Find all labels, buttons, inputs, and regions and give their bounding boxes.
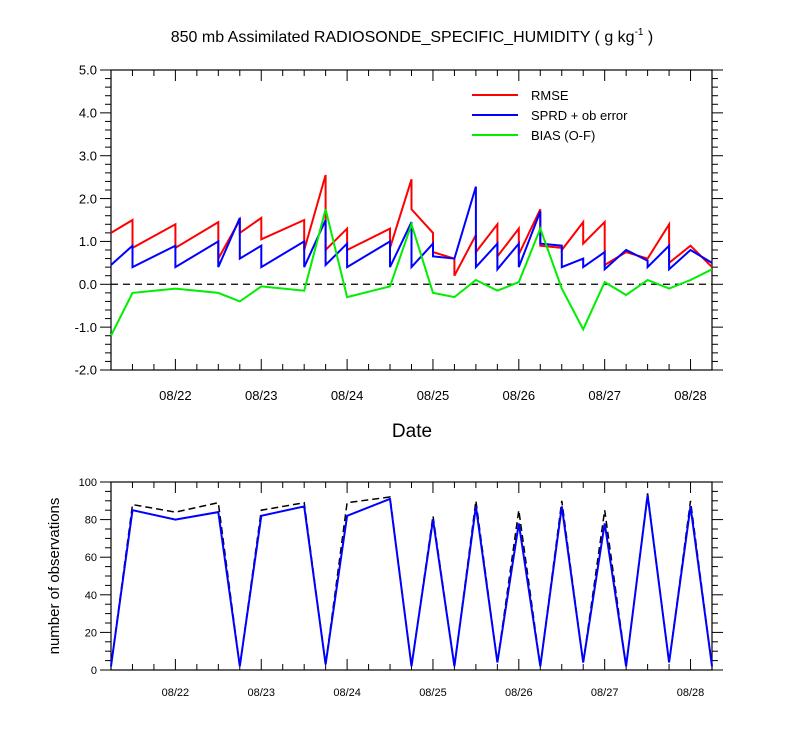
x-tick-label: 08/22: [162, 687, 190, 699]
y-tick-label: 5.0: [79, 63, 97, 78]
x-tick-label: 08/25: [419, 687, 447, 699]
y-tick-label: 20: [85, 627, 97, 639]
x-tick-label: 08/23: [245, 388, 278, 403]
bottom-y-tick-labels: 0 20 40 60 80 100: [79, 477, 97, 677]
top-chart-title: 850 mb Assimilated RADIOSONDE_SPECIFIC_H…: [171, 27, 654, 46]
series-line-bias-o-f: [110, 209, 713, 337]
x-tick-label: 08/22: [159, 388, 192, 403]
y-tick-label: -2.0: [75, 363, 97, 378]
x-tick-label: 08/24: [331, 388, 364, 403]
y-tick-label: 2.0: [79, 191, 97, 206]
legend-label-bias-o-f: BIAS (O-F): [531, 128, 595, 143]
x-tick-label: 08/23: [247, 687, 275, 699]
bottom-ticks: [100, 481, 723, 671]
bottom-series: [110, 493, 713, 667]
top-chart: 850 mb Assimilated RADIOSONDE_SPECIFIC_H…: [75, 27, 723, 442]
x-tick-label: 08/25: [417, 388, 450, 403]
top-ticks: [100, 69, 723, 371]
x-tick-label: 08/27: [591, 687, 619, 699]
bottom-y-axis-label: number of observations: [46, 498, 63, 655]
x-tick-label: 08/28: [674, 388, 707, 403]
y-tick-label: 60: [85, 552, 97, 564]
y-tick-label: 4.0: [79, 106, 97, 121]
x-tick-label: 08/26: [505, 687, 533, 699]
y-tick-label: 100: [79, 477, 97, 489]
x-tick-label: 08/27: [588, 388, 621, 403]
top-x-axis-label: Date: [392, 421, 432, 442]
y-tick-label: 1.0: [79, 234, 97, 249]
legend-label-sprd-ob-error: SPRD + ob error: [531, 108, 628, 123]
top-y-tick-labels: -2.0 -1.0 0.0 1.0 2.0 3.0 4.0 5.0: [75, 63, 97, 378]
y-tick-label: 3.0: [79, 148, 97, 163]
y-tick-label: 0.0: [79, 277, 97, 292]
x-tick-label: 08/24: [333, 687, 361, 699]
y-tick-label: 40: [85, 590, 97, 602]
bottom-x-tick-labels: 08/22 08/23 08/24 08/25 08/26 08/27 08/28: [162, 687, 705, 699]
top-x-tick-labels: 08/22 08/23 08/24 08/25 08/26 08/27 08/28: [159, 388, 707, 403]
x-tick-label: 08/28: [677, 687, 705, 699]
top-series: [110, 174, 713, 337]
y-tick-label: 80: [85, 515, 97, 527]
x-tick-label: 08/26: [503, 388, 536, 403]
series-line-sprd-ob-error: [110, 186, 713, 273]
legend-label-rmse: RMSE: [531, 88, 569, 103]
series-line-assimilated: [110, 495, 713, 667]
y-tick-label: -1.0: [75, 320, 97, 335]
legend: RMSE SPRD + ob error BIAS (O-F): [472, 88, 628, 143]
y-tick-label: 0: [91, 665, 97, 677]
